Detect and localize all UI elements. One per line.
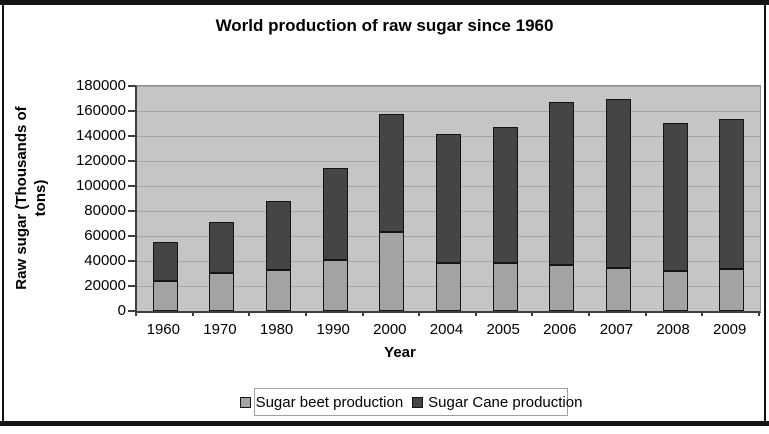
legend-label-beet: Sugar beet production bbox=[255, 393, 404, 411]
frame-top-border bbox=[0, 0, 769, 5]
x-axis-title: Year bbox=[384, 344, 416, 361]
x-tick-label-1970: 1970 bbox=[203, 321, 237, 338]
y-tick-mark-80000 bbox=[128, 210, 135, 212]
x-tick-mark-4 bbox=[362, 311, 364, 316]
bar-2009-cane bbox=[719, 119, 745, 269]
x-tick-mark-2 bbox=[248, 311, 250, 316]
y-tick-label-40000: 40000 bbox=[84, 252, 126, 269]
bar-1980-beet bbox=[266, 270, 292, 311]
legend-entry-beet: Sugar beet production bbox=[239, 393, 404, 411]
y-tick-label-0: 0 bbox=[117, 302, 126, 319]
x-axis-tick-labels: 1960 1970 1980 1990 2000 2004 2005 2006 2007 2008… bbox=[135, 322, 758, 340]
x-tick-label-2005: 2005 bbox=[486, 321, 520, 338]
bar-2007-cane bbox=[605, 99, 631, 268]
y-tick-mark-20000 bbox=[128, 285, 135, 287]
y-tick-label-120000: 120000 bbox=[75, 152, 126, 169]
x-tick-mark-5 bbox=[418, 311, 420, 316]
y-tick-mark-60000 bbox=[128, 235, 135, 237]
legend-label-cane: Sugar Cane production bbox=[428, 393, 583, 411]
bar-1990-beet bbox=[322, 260, 348, 311]
bar-1960-beet bbox=[152, 281, 178, 311]
frame-bottom-border bbox=[0, 421, 769, 426]
x-tick-mark-0 bbox=[135, 311, 137, 316]
y-tick-label-100000: 100000 bbox=[75, 177, 126, 194]
y-axis-tick-labels: 0 20000 40000 60000 80000 100000 120000 140000 1… bbox=[50, 78, 126, 318]
x-tick-label-2004: 2004 bbox=[429, 321, 464, 338]
bar-2000-cane bbox=[379, 114, 405, 232]
x-tick-label-2006: 2006 bbox=[543, 321, 577, 338]
x-tick-label-1990: 1990 bbox=[316, 321, 350, 338]
legend-swatch-beet bbox=[239, 396, 251, 408]
bar-2004-beet bbox=[436, 263, 461, 311]
y-tick-label-20000: 20000 bbox=[84, 277, 126, 294]
y-axis-title-line1: Raw sugar (Thousands of bbox=[13, 105, 30, 290]
y-tick-mark-120000 bbox=[128, 160, 135, 162]
gridline-160000 bbox=[137, 111, 760, 112]
x-tick-mark-7 bbox=[531, 311, 533, 316]
x-tick-label-2007: 2007 bbox=[599, 321, 634, 338]
x-tick-label-2008: 2008 bbox=[656, 321, 690, 338]
y-tick-label-140000: 140000 bbox=[75, 127, 126, 144]
bar-2005-cane bbox=[492, 127, 518, 263]
y-tick-mark-100000 bbox=[128, 185, 135, 187]
x-tick-label-1960: 1960 bbox=[146, 321, 180, 338]
bar-2000-beet bbox=[379, 232, 405, 311]
y-tick-label-60000: 60000 bbox=[84, 227, 126, 244]
gridline-180000 bbox=[137, 86, 760, 87]
y-axis-tick-marks bbox=[128, 85, 135, 312]
bar-2004-cane bbox=[436, 134, 461, 263]
bar-2006-beet bbox=[549, 265, 575, 311]
legend: Sugar beet production Sugar Cane producti… bbox=[239, 388, 582, 416]
y-tick-mark-40000 bbox=[128, 260, 135, 262]
x-tick-label-2000: 2000 bbox=[373, 321, 407, 338]
x-tick-label-2009: 2009 bbox=[712, 321, 747, 338]
x-tick-mark-9 bbox=[645, 311, 647, 316]
bar-2008-beet bbox=[662, 271, 688, 311]
y-tick-label-80000: 80000 bbox=[84, 202, 126, 219]
x-axis-tick-marks bbox=[135, 311, 760, 316]
chart-title: World production of raw sugar since 1960 bbox=[215, 16, 554, 35]
y-tick-mark-140000 bbox=[128, 135, 135, 137]
x-tick-mark-6 bbox=[475, 311, 477, 316]
bar-2007-beet bbox=[605, 268, 631, 311]
y-axis-title: Raw sugar (Thousands of tons) bbox=[8, 85, 54, 310]
x-tick-mark-3 bbox=[305, 311, 307, 316]
bar-2008-cane bbox=[662, 123, 688, 271]
bar-2009-beet bbox=[719, 269, 745, 311]
bar-1970-beet bbox=[209, 273, 235, 311]
x-tick-mark-11 bbox=[758, 311, 760, 316]
bar-1960-cane bbox=[152, 242, 178, 281]
x-tick-label-1980: 1980 bbox=[259, 321, 294, 338]
bar-1990-cane bbox=[322, 168, 348, 260]
bar-2006-cane bbox=[549, 102, 575, 265]
x-tick-mark-1 bbox=[192, 311, 194, 316]
y-tick-label-180000: 180000 bbox=[75, 77, 126, 94]
x-tick-mark-10 bbox=[701, 311, 703, 316]
y-axis-title-line2: tons) bbox=[32, 179, 49, 216]
plot-area bbox=[135, 85, 761, 313]
x-tick-mark-8 bbox=[588, 311, 590, 316]
frame-right-border bbox=[764, 0, 766, 426]
y-tick-label-160000: 160000 bbox=[75, 102, 126, 119]
bar-2005-beet bbox=[492, 263, 518, 311]
y-tick-mark-0 bbox=[128, 310, 135, 312]
bar-1980-cane bbox=[266, 201, 292, 270]
y-tick-mark-160000 bbox=[128, 110, 135, 112]
y-tick-mark-180000 bbox=[128, 85, 135, 87]
bar-1970-cane bbox=[209, 222, 235, 273]
legend-swatch-cane bbox=[412, 396, 424, 408]
frame-left-border bbox=[2, 0, 4, 426]
legend-entry-cane: Sugar Cane production bbox=[412, 395, 582, 410]
